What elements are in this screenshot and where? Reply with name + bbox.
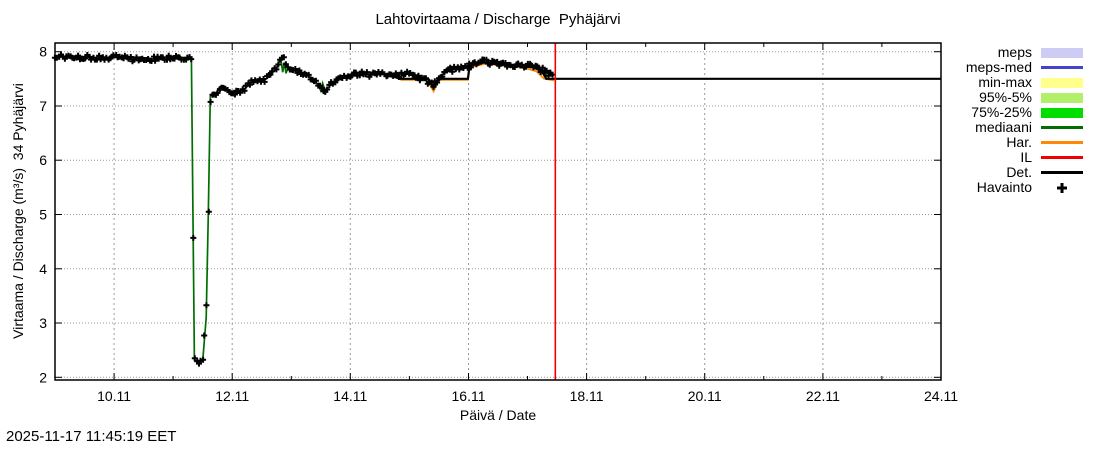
legend-item-min-max: min-max: [930, 75, 1095, 90]
legend-item-label: meps-med: [965, 59, 1032, 75]
plot-border: [54, 42, 942, 381]
legend-swatch-line: [1041, 171, 1083, 174]
svg-text:8: 8: [39, 44, 47, 60]
legend-item-label: IL: [1020, 149, 1032, 165]
legend-item-havainto: Havainto: [930, 180, 1095, 195]
legend-item-det-: Det.: [930, 165, 1095, 180]
svg-text:10.11: 10.11: [97, 388, 131, 404]
legend-swatch-line: [1041, 126, 1083, 129]
svg-text:4: 4: [39, 261, 47, 277]
legend-item-label: Havainto: [976, 179, 1032, 195]
legend-item-label: Det.: [1006, 164, 1032, 180]
legend-swatch-line: [1041, 156, 1083, 159]
svg-text:12.11: 12.11: [215, 388, 249, 404]
timestamp: 2025-11-17 11:45:19 EET: [6, 428, 177, 445]
legend-item-mediaani: mediaani: [930, 120, 1095, 135]
svg-text:18.11: 18.11: [570, 388, 604, 404]
legend-swatch-line: [1041, 66, 1083, 69]
y-axis-tick-labels: 2 3 4 5 6 7 8: [39, 44, 47, 386]
observation-markers: [51, 51, 556, 367]
svg-text:2: 2: [39, 369, 47, 385]
legend-item-label: Har.: [1006, 134, 1032, 150]
svg-text:3: 3: [39, 315, 47, 331]
legend-swatch-line: [1041, 141, 1083, 144]
svg-text:5: 5: [39, 207, 47, 223]
legend-item-label: mediaani: [975, 119, 1032, 135]
legend-item-meps-med: meps-med: [930, 60, 1095, 75]
median-line: [54, 55, 555, 365]
legend-item-label: meps: [997, 44, 1032, 60]
x-axis-label: Päivä / Date: [459, 407, 537, 423]
axis-ticks: [54, 43, 942, 380]
legend-item-meps: meps: [930, 45, 1095, 60]
legend-swatch-band: [1041, 77, 1083, 88]
gridlines: [55, 43, 942, 380]
plus-marker-icon: [1041, 181, 1083, 195]
svg-text:6: 6: [39, 152, 47, 168]
svg-text:14.11: 14.11: [333, 388, 367, 404]
svg-text:20.11: 20.11: [688, 388, 722, 404]
legend-item-label: 75%-25%: [971, 104, 1032, 120]
svg-text:24.11: 24.11: [924, 388, 958, 404]
legend-swatch-band: [1041, 107, 1083, 118]
svg-text:7: 7: [39, 98, 47, 114]
legend-item-95-5-: 95%-5%: [930, 90, 1095, 105]
legend-item-il: IL: [930, 150, 1095, 165]
legend-item-label: min-max: [978, 74, 1032, 90]
x-axis-tick-labels: 10.11 12.11 14.11 16.11 18.11 20.11 22.11 24.11: [97, 388, 958, 404]
svg-text:22.11: 22.11: [806, 388, 840, 404]
legend-item-har-: Har.: [930, 135, 1095, 150]
legend-item-75-25-: 75%-25%: [930, 105, 1095, 120]
legend-swatch-band: [1041, 47, 1083, 58]
chart-legend: meps meps-med min-max 95%-5% 75%-25% mediaani…: [930, 45, 1095, 195]
legend-item-label: 95%-5%: [979, 89, 1032, 105]
svg-text:16.11: 16.11: [452, 388, 486, 404]
chart-title: Lahtovirtaama / Discharge Pyhäjärvi: [375, 11, 621, 28]
legend-swatch-band: [1041, 92, 1083, 103]
